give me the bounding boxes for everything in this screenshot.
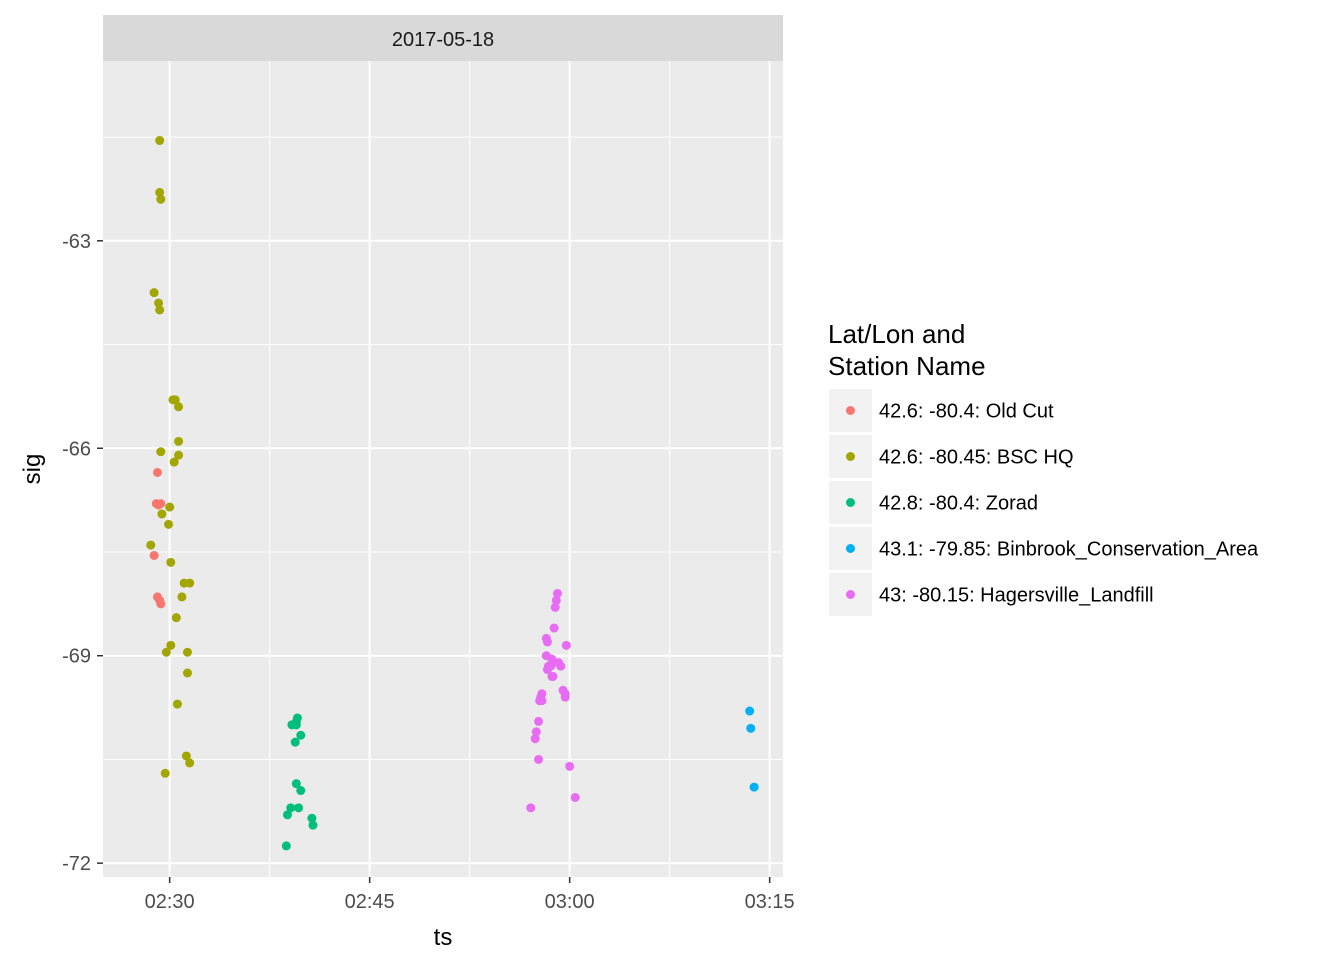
data-point-series-5 <box>550 602 560 612</box>
data-point-series-1 <box>149 550 159 560</box>
data-point-series-5 <box>556 661 566 671</box>
legend-label: 43.1: -79.85: Binbrook_Conservation_Area <box>879 539 1259 561</box>
data-point-series-2 <box>166 640 176 650</box>
data-point-series-5 <box>570 792 580 802</box>
legend-title-line-2: Station Name <box>828 351 986 381</box>
data-point-series-2 <box>160 768 170 778</box>
data-point-series-2 <box>149 288 159 298</box>
data-point-series-2 <box>161 647 171 657</box>
data-point-series-1 <box>154 500 164 510</box>
data-point-series-2 <box>177 592 187 602</box>
data-point-series-3 <box>296 730 306 740</box>
grid-major <box>103 61 783 877</box>
data-point-series-2 <box>155 187 165 197</box>
data-point-series-5 <box>542 665 552 675</box>
data-point-series-2 <box>156 194 166 204</box>
legend-title-line-1: Lat/Lon and <box>828 319 965 349</box>
data-point-series-2 <box>170 395 180 405</box>
y-tick-label: -63 <box>62 231 91 253</box>
data-point-series-3 <box>307 813 317 823</box>
data-point-series-3 <box>286 803 296 813</box>
data-point-series-3 <box>291 720 301 730</box>
data-point-series-2 <box>146 540 156 550</box>
data-point-series-2 <box>171 613 181 623</box>
data-point-series-2 <box>182 647 192 657</box>
data-point-series-3 <box>308 820 318 830</box>
legend-swatch <box>846 590 855 599</box>
data-point-series-5 <box>565 761 575 771</box>
data-point-series-2 <box>164 519 174 529</box>
data-point-series-2 <box>174 436 184 446</box>
legend-label: 42.8: -80.4: Zorad <box>879 493 1038 515</box>
data-point-series-5 <box>542 637 552 647</box>
data-point-series-2 <box>157 509 167 519</box>
data-point-series-5 <box>530 734 540 744</box>
data-point-series-5 <box>531 727 541 737</box>
x-tick-label: 03:00 <box>545 891 595 913</box>
data-points <box>146 136 759 851</box>
y-tick-label: -69 <box>62 646 91 668</box>
data-point-series-3 <box>291 779 301 789</box>
x-tick-label: 02:30 <box>145 891 195 913</box>
data-point-series-2 <box>154 298 164 308</box>
x-axis-title: ts <box>434 924 453 951</box>
data-point-series-5 <box>560 692 570 702</box>
data-point-series-5 <box>535 696 545 706</box>
data-point-series-2 <box>166 557 176 567</box>
data-point-series-2 <box>181 751 191 761</box>
legend-label: 42.6: -80.4: Old Cut <box>879 401 1054 423</box>
data-point-series-2 <box>185 758 195 768</box>
data-point-series-2 <box>185 578 195 588</box>
data-point-series-5 <box>534 754 544 764</box>
data-point-series-1 <box>152 467 162 477</box>
data-point-series-2 <box>174 450 184 460</box>
data-point-series-2 <box>155 136 165 146</box>
data-point-series-4 <box>745 706 755 716</box>
facet-label: 2017-05-18 <box>392 29 494 51</box>
data-point-series-5 <box>534 716 544 726</box>
facet-strip <box>103 15 783 61</box>
data-point-series-3 <box>282 810 292 820</box>
legend-swatch <box>846 498 855 507</box>
data-point-series-3 <box>281 841 291 851</box>
plot-panel <box>103 61 783 877</box>
data-point-series-3 <box>294 803 304 813</box>
legend-swatch <box>846 452 855 461</box>
data-point-series-4 <box>749 782 759 792</box>
data-point-series-3 <box>290 737 300 747</box>
data-point-series-5 <box>549 623 559 633</box>
x-axis: 02:30 02:45 03:00 03:15 <box>145 877 795 913</box>
y-tick-label: -72 <box>62 853 91 875</box>
data-point-series-5 <box>548 671 558 681</box>
y-axis-title: sig <box>19 454 46 485</box>
grid-minor <box>103 61 783 877</box>
data-point-series-2 <box>155 305 165 315</box>
legend-label: 42.6: -80.45: BSC HQ <box>879 447 1074 469</box>
legend-label: 43: -80.15: Hagersville_Landfill <box>879 585 1154 607</box>
data-point-series-5 <box>526 803 536 813</box>
data-point-series-2 <box>169 457 179 467</box>
data-point-series-4 <box>746 723 756 733</box>
data-point-series-3 <box>296 786 306 796</box>
data-point-series-5 <box>547 654 557 664</box>
data-point-series-2 <box>174 402 184 412</box>
data-point-series-2 <box>165 502 175 512</box>
data-point-series-2 <box>156 447 166 457</box>
data-point-series-5 <box>552 588 562 598</box>
data-point-series-2 <box>172 699 182 709</box>
x-tick-label: 03:15 <box>745 891 795 913</box>
legend-items: 42.6: -80.4: Old Cut 42.6: -80.45: BSC HQ… <box>829 389 1259 616</box>
data-point-series-2 <box>182 668 192 678</box>
legend: Lat/Lon and Station Name 42.6: -80.4: Ol… <box>828 319 1259 616</box>
data-point-series-5 <box>551 595 561 605</box>
y-tick-label: -66 <box>62 438 91 460</box>
x-tick-label: 02:45 <box>345 891 395 913</box>
legend-swatch <box>846 544 855 553</box>
y-axis: -72 -69 -66 -63 <box>62 231 103 875</box>
data-point-series-5 <box>561 640 571 650</box>
data-point-series-1 <box>156 599 166 609</box>
legend-swatch <box>846 406 855 415</box>
